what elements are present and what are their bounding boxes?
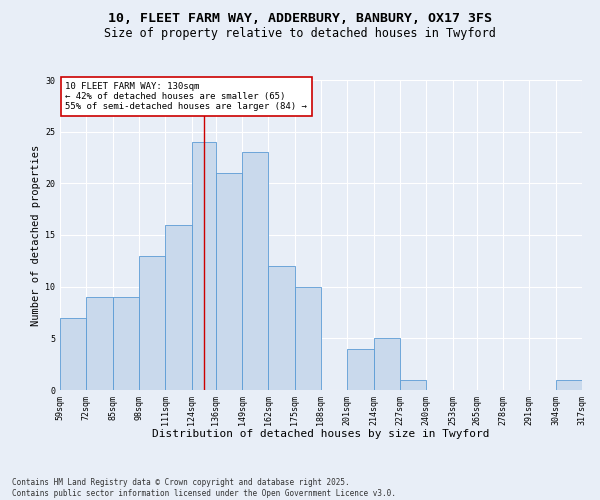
Bar <box>60 318 86 390</box>
Text: Contains HM Land Registry data © Crown copyright and database right 2025.
Contai: Contains HM Land Registry data © Crown c… <box>12 478 396 498</box>
Bar <box>347 348 374 390</box>
Bar <box>165 224 191 390</box>
Bar <box>113 297 139 390</box>
Y-axis label: Number of detached properties: Number of detached properties <box>31 144 41 326</box>
Bar <box>374 338 400 390</box>
Bar <box>191 142 216 390</box>
Bar <box>216 173 242 390</box>
Bar <box>295 286 321 390</box>
Bar <box>242 152 268 390</box>
Bar <box>139 256 165 390</box>
Text: 10, FLEET FARM WAY, ADDERBURY, BANBURY, OX17 3FS: 10, FLEET FARM WAY, ADDERBURY, BANBURY, … <box>108 12 492 26</box>
Bar <box>268 266 295 390</box>
Bar <box>400 380 426 390</box>
Text: 10 FLEET FARM WAY: 130sqm
← 42% of detached houses are smaller (65)
55% of semi-: 10 FLEET FARM WAY: 130sqm ← 42% of detac… <box>65 82 307 112</box>
Text: Size of property relative to detached houses in Twyford: Size of property relative to detached ho… <box>104 28 496 40</box>
Bar <box>556 380 582 390</box>
X-axis label: Distribution of detached houses by size in Twyford: Distribution of detached houses by size … <box>152 429 490 439</box>
Bar <box>86 297 113 390</box>
